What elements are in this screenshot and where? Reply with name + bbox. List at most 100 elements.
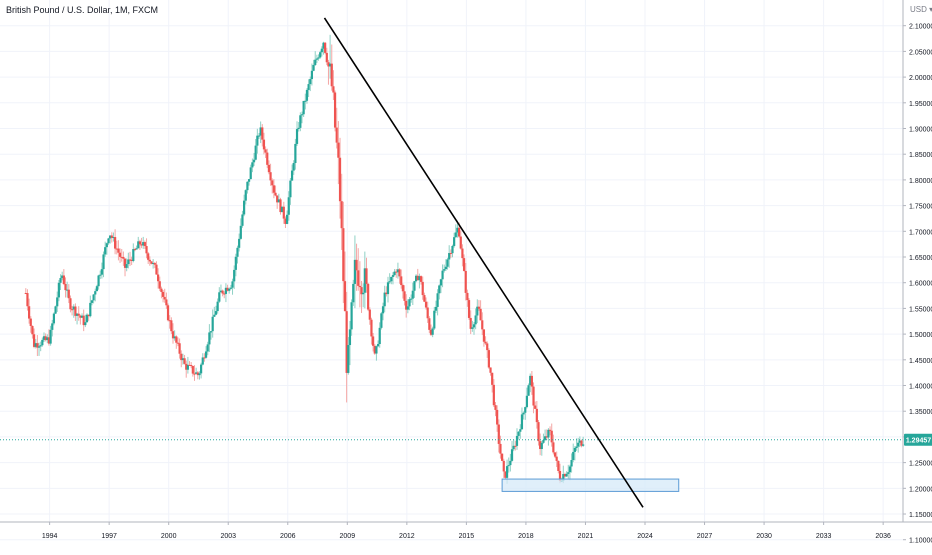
candle-body <box>428 318 431 330</box>
candle-body <box>80 315 84 318</box>
candle-body <box>507 465 510 467</box>
candle-body <box>492 384 495 406</box>
candle-body <box>441 270 444 280</box>
candle-body <box>572 451 575 461</box>
candle-body <box>266 152 269 165</box>
candle-body <box>279 199 282 213</box>
candle-body <box>277 199 280 203</box>
x-tick-label: 2024 <box>637 533 653 540</box>
trendline-line <box>323 17 644 508</box>
trendline[interactable] <box>323 17 644 508</box>
candle-body <box>163 296 166 300</box>
candle-body <box>553 452 557 457</box>
candle-body <box>550 430 553 443</box>
candle-body <box>514 445 517 447</box>
candle-body <box>395 271 398 273</box>
candle-body <box>229 287 232 289</box>
candle-body <box>378 327 381 345</box>
candle-body <box>104 247 107 255</box>
candle-body <box>405 300 408 310</box>
candle-body <box>271 180 274 186</box>
candle-body <box>115 248 118 250</box>
candle-body <box>140 244 143 246</box>
candle-body <box>304 100 307 102</box>
candle-body <box>228 288 231 291</box>
candle-body <box>577 442 580 447</box>
candle-body <box>343 281 347 312</box>
candle-body <box>133 249 137 251</box>
candle-body <box>345 311 348 373</box>
candle-body <box>433 310 436 329</box>
candle-body <box>157 274 160 282</box>
candle-body <box>423 295 426 302</box>
candle-body <box>158 281 161 289</box>
candle-body <box>213 314 216 317</box>
candle-body <box>578 440 581 443</box>
candle-body <box>214 311 218 315</box>
candle-body <box>224 287 228 294</box>
x-tick-label: 2006 <box>280 533 296 540</box>
candle-body <box>166 305 170 321</box>
candle-body <box>386 282 390 295</box>
candle-body <box>52 313 56 324</box>
candle-body <box>191 366 194 374</box>
candle-body <box>415 275 418 282</box>
candle-body <box>562 474 565 481</box>
candle-body <box>410 298 413 300</box>
candle-body <box>454 232 457 238</box>
currency-label[interactable]: USD ▾ <box>910 5 932 14</box>
candle-body <box>522 412 525 415</box>
candle-body <box>152 262 155 264</box>
x-tick-label: 1997 <box>101 533 117 540</box>
candle-body <box>84 322 87 326</box>
candle-body <box>74 306 77 316</box>
candlesticks <box>24 34 585 484</box>
candle-body <box>200 364 203 374</box>
candle-body <box>196 372 199 376</box>
candle-body <box>299 115 302 128</box>
candle-body <box>56 297 59 307</box>
symbol-title[interactable]: British Pound / U.S. Dollar, 1M, FXCM <box>6 5 159 15</box>
candle-body <box>512 445 515 450</box>
candle-body <box>558 470 562 481</box>
support-zone[interactable] <box>501 478 680 492</box>
candle-body <box>168 320 171 322</box>
candle-body <box>262 139 266 150</box>
candle-body <box>390 276 393 282</box>
candle-body <box>114 237 117 249</box>
candle-body <box>62 275 65 285</box>
candle-body <box>128 259 132 261</box>
candle-body <box>544 436 547 440</box>
candle-body <box>292 162 295 171</box>
candle-body <box>376 344 380 347</box>
candle-body <box>42 336 46 340</box>
candle-body <box>295 129 299 144</box>
candle-body <box>370 319 373 337</box>
candle-body <box>251 162 254 168</box>
candle-body <box>582 444 585 446</box>
candle-body <box>294 143 297 163</box>
candle-body <box>107 238 110 244</box>
y-tick-label: 1.40000 <box>909 384 932 391</box>
candle-body <box>238 238 241 248</box>
candle-body <box>249 167 252 180</box>
candle-body <box>181 358 185 361</box>
candle-body <box>340 201 343 229</box>
candle-body <box>153 262 156 265</box>
candle-body <box>122 256 125 259</box>
support-zone-rect <box>501 478 680 492</box>
candle-body <box>419 276 423 282</box>
candle-body <box>519 429 522 432</box>
candle-body <box>552 442 555 453</box>
candle-body <box>264 149 267 153</box>
x-tick-label: 1994 <box>42 533 58 540</box>
candle-body <box>443 269 446 271</box>
candle-body <box>391 275 395 277</box>
candle-body <box>496 409 499 425</box>
candle-body <box>259 127 262 136</box>
candle-body <box>451 245 454 254</box>
candle-body <box>142 242 145 246</box>
candle-body <box>315 58 318 60</box>
